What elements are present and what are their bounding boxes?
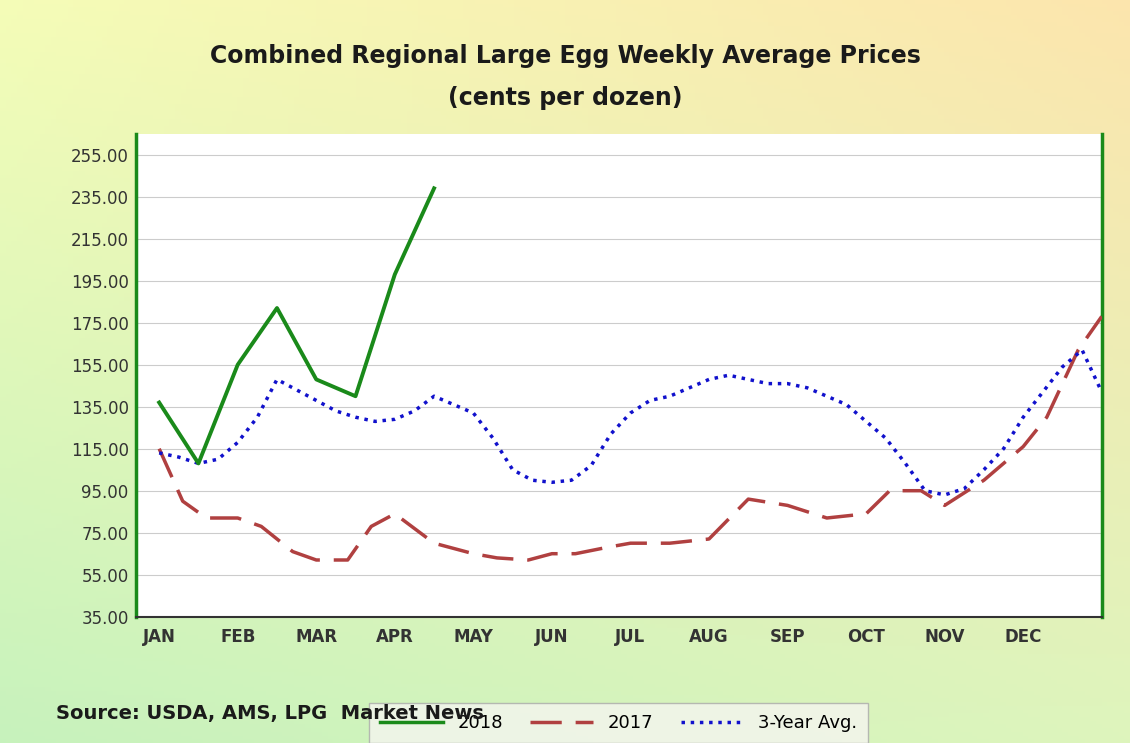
2017 <box>490 554 504 562</box>
3-Year Avg. <box>859 417 872 426</box>
3-Year Avg. <box>1055 363 1069 372</box>
2017 <box>153 444 166 453</box>
3-Year Avg. <box>898 459 912 468</box>
2017 <box>977 476 991 484</box>
2017 <box>820 513 834 522</box>
2017 <box>1016 442 1029 451</box>
2017 <box>545 549 558 558</box>
2017 <box>600 543 614 552</box>
2017 <box>467 549 480 558</box>
2018 <box>388 270 401 279</box>
3-Year Avg. <box>977 465 991 474</box>
2018 <box>231 360 244 369</box>
3-Year Avg. <box>605 429 618 438</box>
3-Year Avg. <box>1016 413 1029 422</box>
3-Year Avg. <box>781 379 794 388</box>
3-Year Avg. <box>153 449 166 458</box>
2018 <box>427 184 441 192</box>
3-Year Avg. <box>486 434 499 443</box>
3-Year Avg. <box>663 392 677 400</box>
3-Year Avg. <box>624 409 637 418</box>
2017 <box>781 501 794 510</box>
3-Year Avg. <box>231 438 244 447</box>
3-Year Avg. <box>310 396 323 405</box>
3-Year Avg. <box>270 375 284 384</box>
3-Year Avg. <box>643 396 657 405</box>
2018 <box>349 392 363 400</box>
2017 <box>388 510 401 519</box>
Text: Combined Regional Large Egg Weekly Average Prices: Combined Regional Large Egg Weekly Avera… <box>209 44 921 68</box>
3-Year Avg. <box>467 409 480 418</box>
3-Year Avg. <box>683 383 696 392</box>
2017 <box>1095 312 1109 321</box>
2017 <box>310 556 323 565</box>
3-Year Avg. <box>447 400 461 409</box>
2017 <box>341 556 355 565</box>
3-Year Avg. <box>997 444 1010 453</box>
2017 <box>914 486 928 495</box>
3-Year Avg. <box>840 400 853 409</box>
2017 <box>938 501 951 510</box>
3-Year Avg. <box>388 415 401 424</box>
3-Year Avg. <box>879 434 893 443</box>
3-Year Avg. <box>427 392 441 400</box>
2017 <box>568 549 582 558</box>
3-Year Avg. <box>172 452 185 461</box>
Line: 3-Year Avg.: 3-Year Avg. <box>159 350 1102 495</box>
2017 <box>883 486 896 495</box>
2017 <box>254 522 268 531</box>
3-Year Avg. <box>702 375 715 384</box>
3-Year Avg. <box>919 486 932 495</box>
3-Year Avg. <box>525 476 539 484</box>
3-Year Avg. <box>192 459 206 468</box>
2017 <box>176 497 190 506</box>
2017 <box>200 513 214 522</box>
3-Year Avg. <box>1095 388 1109 397</box>
2018 <box>310 375 323 384</box>
3-Year Avg. <box>506 465 520 474</box>
2017 <box>859 510 872 519</box>
3-Year Avg. <box>1036 388 1050 397</box>
2017 <box>365 522 379 531</box>
3-Year Avg. <box>957 484 971 493</box>
2017 <box>286 547 299 556</box>
2017 <box>1071 345 1085 354</box>
2017 <box>427 539 441 548</box>
Line: 2018: 2018 <box>159 188 434 464</box>
2017 <box>624 539 637 548</box>
3-Year Avg. <box>565 476 579 484</box>
3-Year Avg. <box>938 490 951 499</box>
2017 <box>663 539 677 548</box>
Text: Source: USDA, AMS, LPG  Market News: Source: USDA, AMS, LPG Market News <box>56 704 485 723</box>
2017 <box>702 534 715 543</box>
3-Year Avg. <box>741 375 755 384</box>
3-Year Avg. <box>800 383 814 392</box>
2017 <box>522 556 536 565</box>
2018 <box>153 398 166 407</box>
3-Year Avg. <box>762 379 775 388</box>
2017 <box>741 495 755 504</box>
3-Year Avg. <box>722 371 736 380</box>
3-Year Avg. <box>584 461 598 470</box>
2018 <box>270 304 284 313</box>
3-Year Avg. <box>349 413 363 422</box>
3-Year Avg. <box>289 386 303 395</box>
2018 <box>192 459 206 468</box>
3-Year Avg. <box>368 417 382 426</box>
3-Year Avg. <box>545 478 558 487</box>
2017 <box>1040 413 1053 422</box>
3-Year Avg. <box>251 413 264 422</box>
3-Year Avg. <box>408 406 421 415</box>
3-Year Avg. <box>820 392 834 400</box>
3-Year Avg. <box>329 406 342 415</box>
Legend: 2018, 2017, 3-Year Avg.: 2018, 2017, 3-Year Avg. <box>370 703 868 743</box>
2017 <box>231 513 244 522</box>
3-Year Avg. <box>1076 345 1089 354</box>
Text: (cents per dozen): (cents per dozen) <box>447 86 683 110</box>
Line: 2017: 2017 <box>159 317 1102 560</box>
3-Year Avg. <box>211 455 225 464</box>
